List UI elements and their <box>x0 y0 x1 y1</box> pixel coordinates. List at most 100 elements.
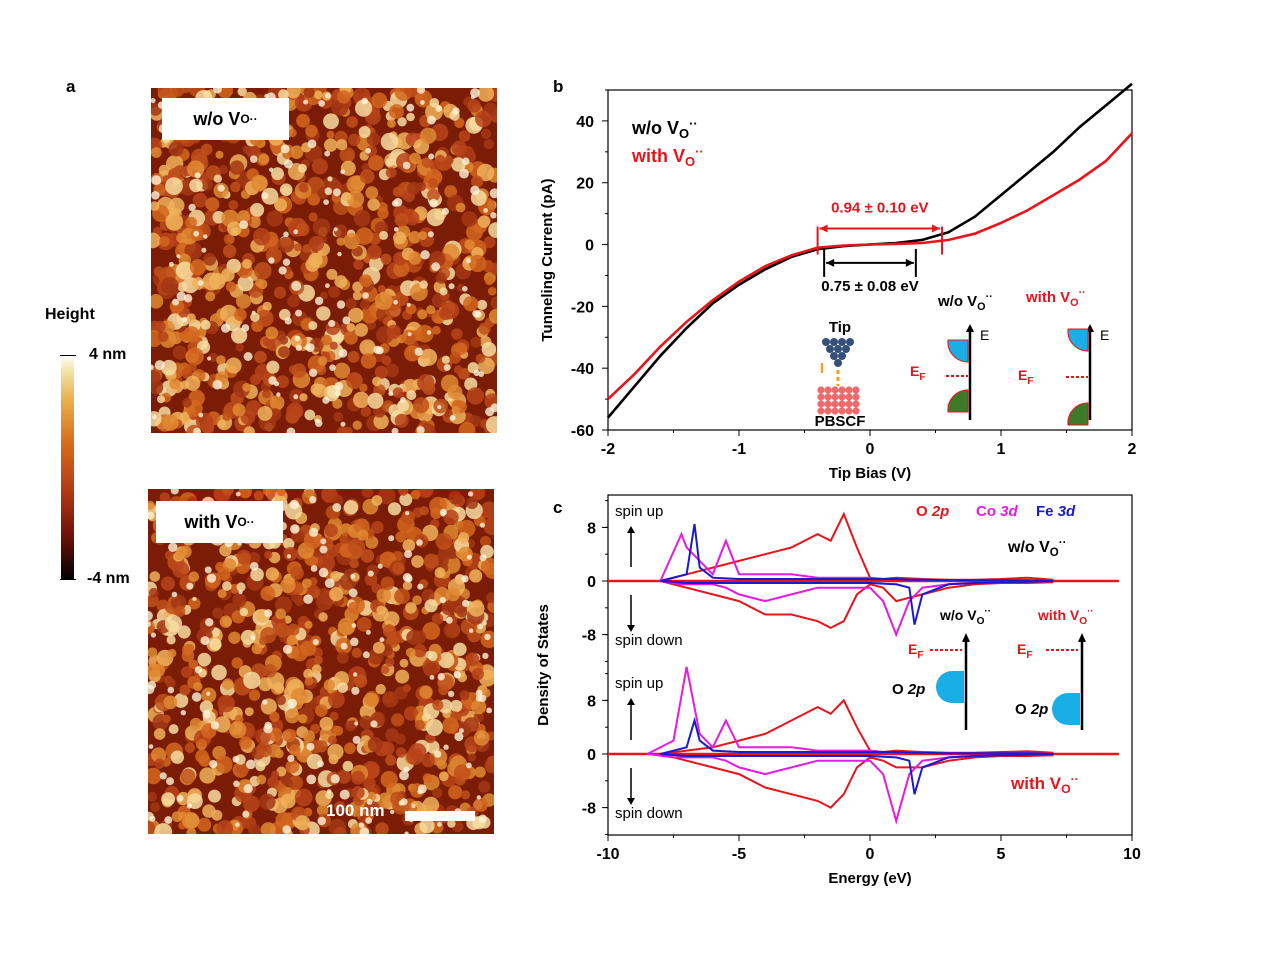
afm-highlight <box>194 172 201 179</box>
afm-grain <box>307 192 321 206</box>
afm-highlight <box>484 633 491 641</box>
afm-highlight <box>148 744 154 749</box>
afm-grain <box>402 539 416 552</box>
afm-highlight <box>283 231 289 238</box>
afm-grain <box>392 562 405 575</box>
afm-grain <box>166 635 176 645</box>
afm-grain <box>208 272 226 290</box>
afm-grain <box>443 509 459 525</box>
afm-highlight <box>361 97 368 105</box>
chart-b-sample-atom <box>817 393 825 401</box>
afm-grain <box>471 175 484 188</box>
afm-highlight <box>467 491 474 497</box>
afm-grain <box>266 210 283 227</box>
chart-b-sample-atom <box>838 393 846 401</box>
afm-grain <box>385 363 399 378</box>
afm-highlight <box>310 565 318 572</box>
afm-grain <box>164 614 183 633</box>
chart-c-subplot-1-series-1-down <box>647 753 1054 825</box>
afm-grain <box>337 682 349 693</box>
chart-c-spin-up-label-0: spin up <box>615 503 663 520</box>
afm-highlight <box>262 699 268 705</box>
chart-b-ylabel: Tunneling Current (pA) <box>539 178 556 341</box>
afm-highlight <box>305 343 315 352</box>
chart-c-x-tick-label: 0 <box>866 846 875 863</box>
chart-c-xlabel: Energy (eV) <box>828 870 911 887</box>
chart-c-spin-up-label-1: spin up <box>615 675 663 692</box>
chart-b-band-with-energy-label: E <box>1100 327 1109 343</box>
afm-grain <box>450 699 463 713</box>
afm-grain <box>461 211 478 227</box>
afm-grain <box>368 154 384 171</box>
afm-grain <box>399 493 413 506</box>
afm-grain <box>385 728 399 742</box>
afm-highlight <box>273 381 280 387</box>
afm-label-with-vacancy: with V O ·· <box>156 501 283 543</box>
afm-grain <box>425 719 443 736</box>
chart-b-legend-entry-0: w/o VO·· <box>631 116 698 141</box>
afm-grain <box>375 684 386 695</box>
afm-highlight <box>489 188 497 199</box>
afm-highlight <box>458 728 464 734</box>
chart-b-sample-atom <box>824 407 832 415</box>
afm-grain <box>250 174 268 192</box>
afm-highlight <box>428 153 435 160</box>
afm-grain <box>458 130 471 142</box>
chart-c-ylabel: Density of States <box>535 604 552 726</box>
afm-grain <box>225 357 242 374</box>
chart-b-band-wo-conduction-band <box>947 339 969 363</box>
afm-grain <box>323 679 336 691</box>
afm-grain <box>328 286 340 299</box>
afm-grain <box>439 287 448 296</box>
afm-highlight <box>462 157 470 165</box>
chart-b-fermi-label-wo-sub: F <box>919 372 925 383</box>
afm-highlight <box>352 672 358 677</box>
afm-grain <box>475 353 486 364</box>
afm-grain <box>171 811 183 823</box>
chart-c-subplot-label-0-main: w/o V <box>1007 539 1050 556</box>
afm-grain <box>427 651 438 662</box>
afm-grain <box>341 191 352 202</box>
afm-grain <box>327 735 337 745</box>
afm-highlight <box>282 644 293 654</box>
chart-b-band-with-conduction-band <box>1067 328 1089 352</box>
chart-b-series <box>607 82 1133 419</box>
afm-grain <box>360 549 375 563</box>
afm-grain <box>419 685 433 699</box>
afm-highlight <box>388 535 395 542</box>
colorbar-max-label: 4 nm <box>89 346 127 363</box>
chart-b-tip-atom <box>834 345 842 353</box>
afm-grain <box>362 776 376 790</box>
chart-b: -2 -1 0 1 2 -60 -40 -20 0 20 40 Tip Bias (V) Tunneli… <box>539 82 1137 482</box>
afm-highlight <box>242 810 250 818</box>
chart-b-axes: -2 -1 0 1 2 -60 -40 -20 0 20 40 Tip Bias (V) Tunneli… <box>539 89 1137 482</box>
colorbar-min-label: -4 nm <box>87 570 130 587</box>
afm-grain <box>151 380 164 395</box>
afm-grain <box>222 581 232 591</box>
afm-grain <box>490 296 497 310</box>
afm-grain <box>397 399 410 412</box>
chart-b-sample-atom <box>852 400 860 408</box>
afm-highlight <box>318 100 325 107</box>
afm-grain <box>323 113 339 130</box>
chart-b-diagram-with-title: with VO·· <box>1025 287 1086 309</box>
afm-grain <box>348 601 359 613</box>
afm-grain <box>360 406 372 417</box>
afm-grain <box>451 157 466 172</box>
chart-c-spin-up-arrowhead-0 <box>627 526 635 533</box>
afm-highlight <box>293 229 299 235</box>
afm-grain <box>248 824 261 834</box>
afm-highlight <box>320 538 327 545</box>
afm-grain <box>353 259 364 270</box>
afm-highlight <box>317 760 324 768</box>
afm-grain <box>293 243 303 252</box>
afm-grain <box>294 596 305 607</box>
afm-grain <box>256 309 274 327</box>
afm-grain <box>475 110 492 128</box>
afm-grain <box>266 360 280 374</box>
chart-b-fermi-label-wo: EF <box>910 363 926 383</box>
afm-grain <box>346 373 355 382</box>
afm-grain <box>344 742 356 755</box>
afm-grain <box>484 276 494 286</box>
afm-grain <box>262 389 271 399</box>
